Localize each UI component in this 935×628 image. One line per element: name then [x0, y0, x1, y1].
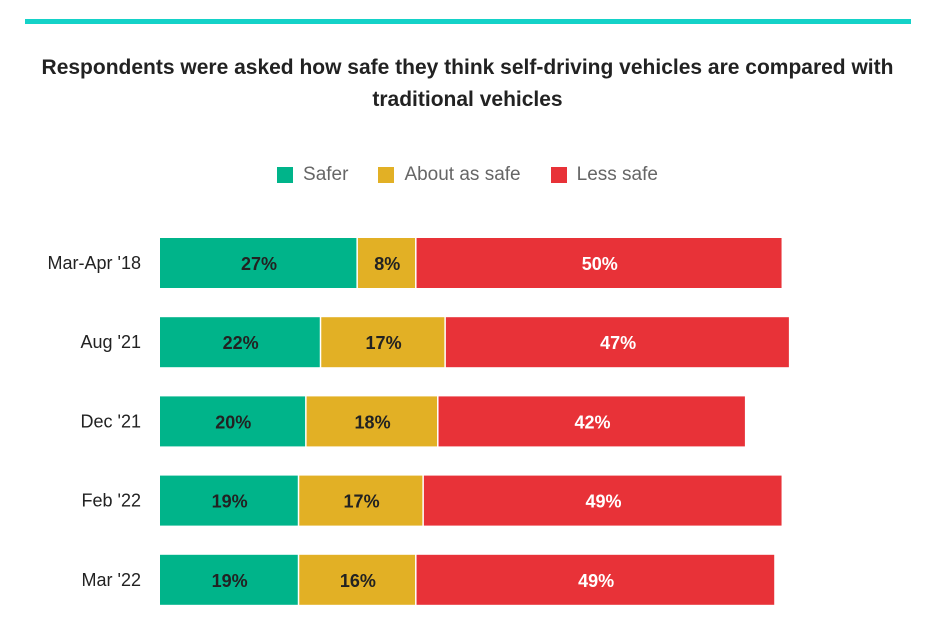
bar-segment	[357, 238, 416, 288]
category-label: Aug '21	[81, 332, 142, 352]
legend-item-less-safe: Less safe	[550, 164, 658, 186]
data-label: 8%	[374, 254, 400, 274]
bar-segment	[321, 317, 445, 368]
data-label: 27%	[241, 254, 277, 274]
category-label: Feb '22	[82, 491, 141, 511]
bar-segment	[306, 396, 438, 447]
category-label: Dec '21	[81, 411, 141, 431]
data-label: 18%	[355, 412, 391, 432]
bar-segment	[438, 396, 745, 447]
legend-item-safer: Safer	[277, 164, 348, 186]
bar-segment	[299, 475, 423, 526]
data-label: 42%	[574, 412, 610, 432]
bar-segment	[416, 238, 782, 288]
legend-label: About as safe	[404, 164, 521, 185]
legend-label: Less safe	[576, 164, 658, 185]
data-label: 50%	[582, 254, 618, 274]
data-label: 16%	[340, 571, 376, 591]
data-label: 22%	[223, 333, 259, 353]
data-label: 47%	[600, 333, 636, 353]
data-label: 17%	[344, 492, 380, 512]
bar-segment	[299, 554, 416, 605]
legend-item-about-as-safe: About as safe	[378, 164, 521, 186]
bar-segment	[416, 554, 775, 605]
legend-swatch	[550, 167, 567, 183]
data-label: 19%	[212, 571, 248, 591]
bar-segment	[423, 475, 782, 526]
legend: Safer About as safe Less safe	[0, 164, 935, 186]
data-label: 17%	[366, 333, 402, 353]
data-label: 49%	[585, 492, 621, 512]
bar-segment	[160, 475, 298, 526]
data-label: 49%	[578, 571, 614, 591]
chart-title: Respondents were asked how safe they thi…	[41, 56, 894, 111]
data-label: 20%	[215, 412, 251, 432]
bar-segment	[160, 238, 357, 288]
accent-bar	[25, 19, 911, 24]
category-label: Mar-Apr '18	[48, 253, 141, 273]
data-label: 19%	[212, 492, 248, 512]
bar-segment	[160, 317, 320, 368]
legend-label: Safer	[303, 164, 349, 185]
category-label: Mar '22	[82, 570, 141, 590]
bar-segment	[160, 396, 306, 447]
legend-swatch	[378, 167, 395, 183]
bar-segment	[160, 554, 298, 605]
legend-swatch	[277, 167, 294, 183]
bar-segment	[445, 317, 789, 368]
